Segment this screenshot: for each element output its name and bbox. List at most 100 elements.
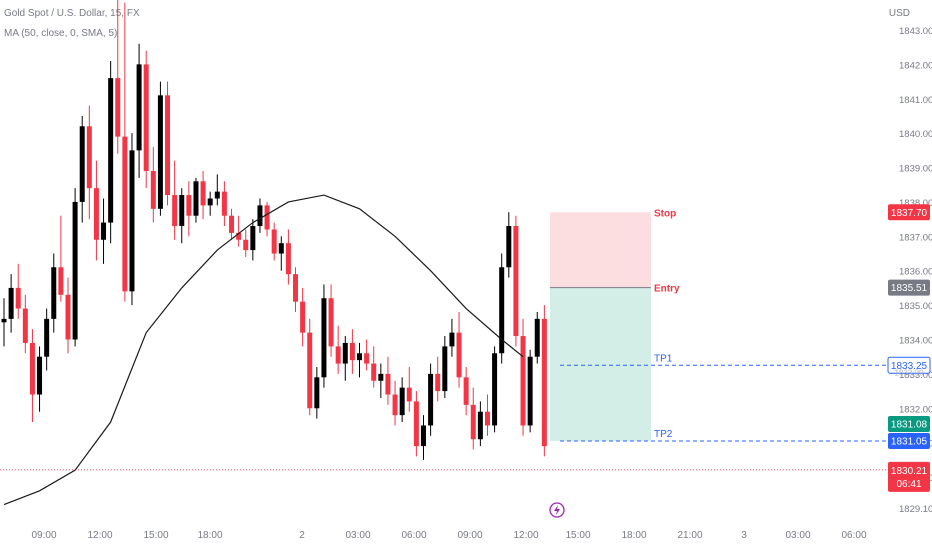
candle-body (321, 298, 327, 378)
candle-body (534, 318, 540, 357)
y-axis-tick: 1833.00 (899, 370, 932, 381)
y-axis-tick: 1836.00 (899, 267, 932, 278)
candle-body (420, 425, 426, 447)
x-axis-tick: 18:00 (621, 530, 646, 541)
candle-body (456, 332, 462, 378)
tp1-behind-tick: 1833.00 (895, 368, 924, 377)
candle-body (264, 205, 270, 230)
x-axis-tick: 06:00 (401, 530, 426, 541)
candle-body (300, 301, 306, 333)
entry-label: Entry (654, 284, 680, 295)
target-zone (550, 287, 651, 441)
candle-body (58, 267, 64, 295)
candle-body (143, 64, 149, 171)
candle-body (357, 353, 362, 361)
candle-body (193, 181, 199, 216)
candle-body (93, 188, 99, 240)
candle-body (385, 373, 391, 395)
y-axis-tick: 1837.00 (899, 232, 932, 243)
candle-body (157, 95, 163, 209)
tp2-upper-badge: 1831.08 (891, 419, 928, 430)
candle-body (250, 226, 256, 251)
candle-body (541, 318, 547, 447)
x-axis-tick: 15:00 (143, 530, 168, 541)
candle-body (399, 387, 405, 416)
y-axis-tick: 1835.00 (899, 301, 932, 312)
candle-body (293, 274, 299, 302)
candle-body (150, 170, 156, 209)
candle-body (378, 373, 384, 381)
candle-body (108, 78, 114, 223)
currency-label: USD (888, 8, 910, 19)
stop-label: Stop (654, 208, 676, 219)
candle-body (8, 287, 14, 319)
candle-body (86, 126, 92, 189)
stop-price-badge-bg (888, 204, 930, 221)
candle-body (413, 401, 419, 447)
tp2-price-badge-bg (888, 432, 930, 449)
candle-body (314, 377, 320, 409)
candle-body (442, 346, 448, 392)
candle-body (207, 198, 213, 206)
x-axis-tick: 18:00 (197, 530, 222, 541)
candle-body (449, 332, 455, 347)
x-axis-tick: 03:00 (345, 530, 370, 541)
candle-body (165, 95, 171, 196)
candle-body (22, 308, 28, 343)
tp2-price-badge: 1831.05 (891, 436, 928, 447)
candle-body (278, 243, 284, 254)
candle-body (243, 239, 249, 251)
candle-body (129, 150, 135, 292)
x-axis-tick: 15:00 (565, 530, 590, 541)
candle-body (229, 215, 235, 233)
candle-body (51, 267, 57, 319)
y-axis-tick: 1839.00 (899, 164, 932, 175)
x-axis-tick: 2 (299, 530, 305, 541)
y-axis-tick: 1838.00 (899, 198, 932, 209)
candle-body (221, 191, 227, 216)
bar-countdown: 06:41 (896, 479, 921, 490)
candle-body (172, 195, 178, 227)
candle-body (520, 336, 526, 426)
x-axis-tick: 09:00 (31, 530, 56, 541)
candle-body (37, 356, 43, 395)
x-axis-tick: 09:00 (457, 530, 482, 541)
x-axis-tick: 21:00 (677, 530, 702, 541)
candle-body (470, 404, 476, 440)
candle-body (15, 287, 21, 309)
lightning-bolt-glyph (554, 505, 560, 515)
candle-body (435, 373, 441, 392)
candle-body (214, 191, 220, 199)
candle-body (186, 195, 192, 216)
candle-body (527, 356, 533, 426)
y-axis-tick: 1832.00 (899, 404, 932, 415)
candle-body (179, 195, 185, 227)
entry-price-badge-bg (888, 279, 930, 296)
candle-body (79, 126, 85, 202)
candle-body (65, 294, 71, 340)
candle-body (29, 342, 35, 395)
y-axis-tick: 1842.00 (899, 60, 932, 71)
candle-body (271, 229, 277, 254)
x-axis-tick: 12:00 (513, 530, 538, 541)
candle-body (392, 394, 398, 416)
candle-body (364, 353, 370, 364)
candle-body (463, 377, 469, 405)
last-price-badge: 1830.21 (891, 466, 928, 477)
candle-body (428, 373, 434, 426)
candle-body (307, 332, 313, 409)
candle-body (72, 201, 78, 340)
candle-body (506, 226, 512, 268)
candle-body (477, 411, 483, 440)
moving-average-legend[interactable]: MA (50, close, 0, SMA, 5) (4, 28, 118, 39)
candle-body (335, 346, 341, 364)
candle-body (257, 205, 263, 227)
y-axis-tick: 1829.10 (899, 504, 932, 515)
candle-body (492, 353, 498, 426)
candle-body (499, 267, 505, 354)
tp2-upper-badge-bg (888, 415, 930, 432)
candle-body (44, 318, 50, 357)
entry-price-badge: 1835.51 (891, 283, 928, 294)
tp1-price-badge: 1833.25 (891, 361, 928, 372)
